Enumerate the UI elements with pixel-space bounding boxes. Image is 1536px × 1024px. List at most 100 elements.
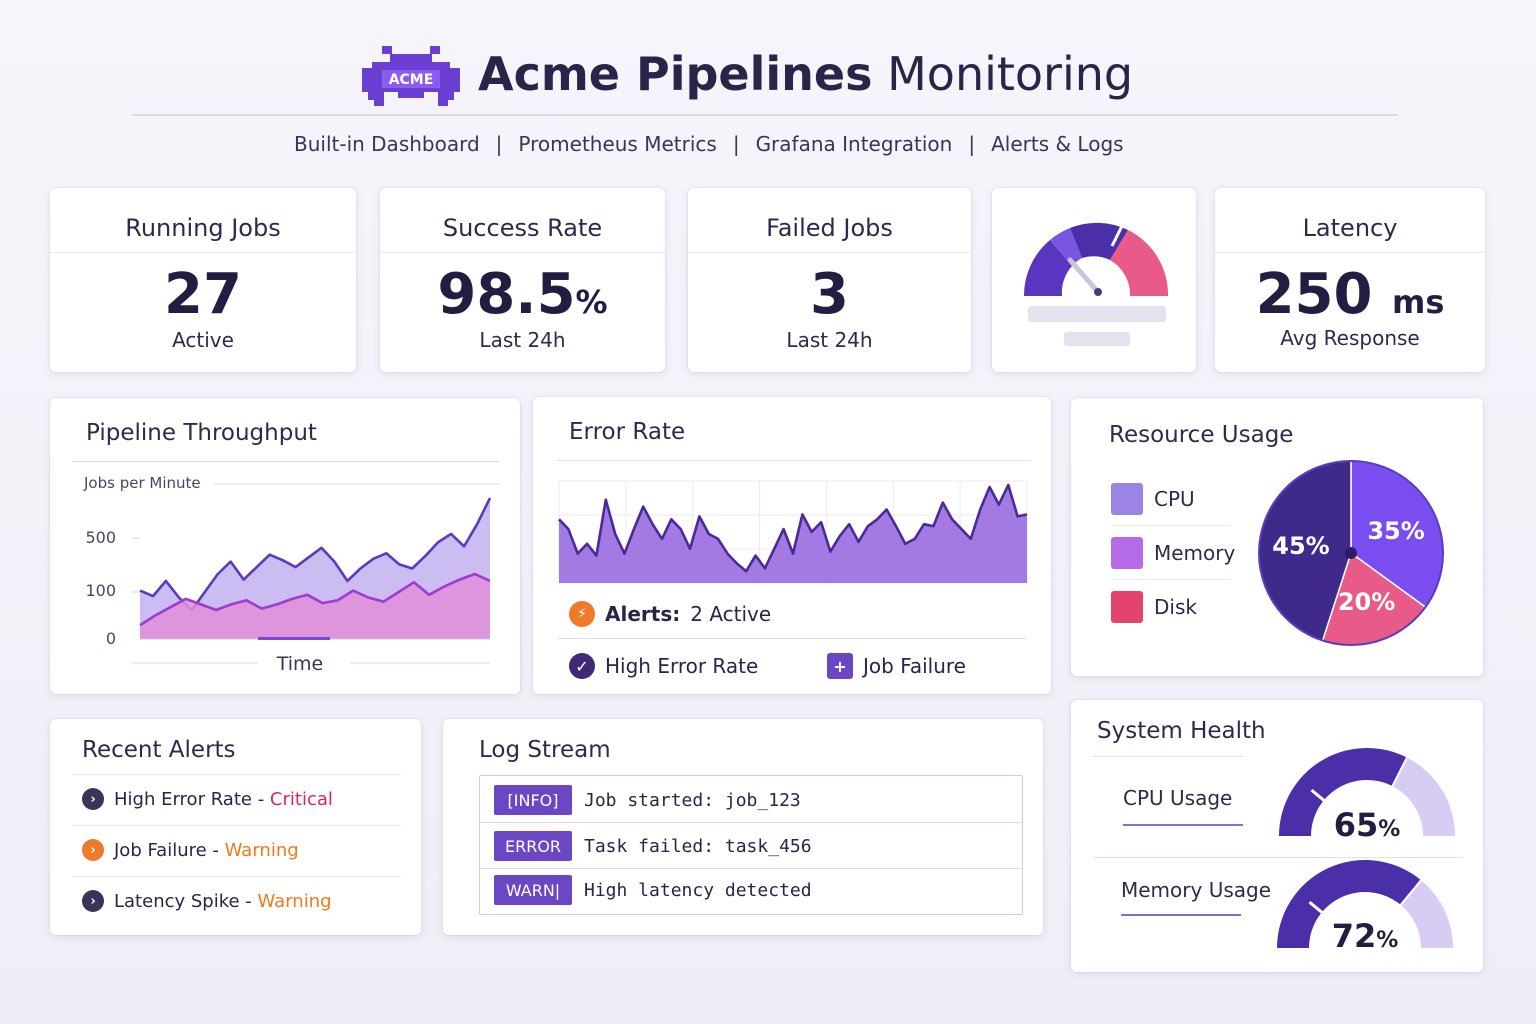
log-message: Job started: job_123: [584, 789, 801, 811]
kpi-title: Success Rate: [442, 214, 603, 242]
log-entry[interactable]: [INFO] Job started: job_123: [494, 785, 801, 815]
cpu-usage-label: CPU Usage: [1123, 786, 1233, 810]
kpi-failed-jobs: Failed Jobs 3 Last 24h: [688, 188, 971, 372]
kpi-success-rate: Success Rate 98.5% Last 24h: [380, 188, 665, 372]
recent-alert-item[interactable]: › Latency Spike - Warning: [82, 886, 332, 916]
legend-label: Disk: [1154, 595, 1197, 619]
pie-slice-label: 35%: [1367, 517, 1424, 545]
error-rate-chart: [558, 480, 1028, 584]
alert-item-high-error-rate[interactable]: ✓ High Error Rate: [569, 651, 758, 681]
recent-alert-item[interactable]: › Job Failure - Warning: [82, 835, 299, 865]
logo-text: ACME: [389, 72, 434, 88]
kpi-divider: [1215, 252, 1485, 253]
list-divider: [72, 825, 401, 826]
log-divider: [480, 868, 1022, 869]
speed-gauge-icon: [1023, 222, 1169, 346]
system-health-panel: System Health CPU Usage Memory Usage 65%…: [1071, 700, 1483, 972]
nav-separator: |: [495, 132, 503, 156]
alerts-summary: ⚡ Alerts: 2 Active: [569, 599, 771, 629]
gauge-split: [1399, 879, 1422, 906]
alert-item-label: Job Failure: [863, 654, 966, 678]
log-level-tag: [INFO]: [494, 785, 572, 815]
kpi-value: 98.5%: [380, 262, 665, 335]
throughput-chart: Jobs per Minute 500 100 0 Time: [83, 474, 500, 675]
error-series-group: [558, 483, 1028, 583]
gauge-card: [992, 188, 1196, 372]
series-line: [139, 497, 492, 612]
gauge-split: [1391, 757, 1408, 787]
nav-builtin-dashboard[interactable]: Built-in Dashboard: [294, 132, 480, 156]
log-entry[interactable]: ERROR Task failed: task_456: [494, 831, 812, 861]
kpi-number: 250: [1255, 262, 1373, 327]
recent-alerts-panel: Recent Alerts › High Error Rate - Critic…: [50, 719, 421, 935]
panel-divider: [1093, 756, 1243, 757]
health-gauges: 65% 72%: [1277, 748, 1455, 955]
top-nav: Built-in Dashboard | Prometheus Metrics …: [294, 128, 1124, 160]
throughput-series-group: [139, 497, 492, 639]
kpi-value: 27: [164, 262, 242, 327]
alerts-label: Alerts:: [605, 602, 681, 626]
x-axis-highlight: [258, 637, 330, 640]
alert-separator: -: [206, 839, 225, 861]
pie-outline: [1258, 460, 1444, 646]
resource-pie-chart: 35% 20% 45%: [1258, 460, 1444, 646]
alert-item-label: High Error Rate: [605, 654, 759, 678]
kpi-divider: [688, 252, 971, 253]
legend-swatch: [1111, 483, 1143, 515]
panel-divider: [557, 638, 1027, 639]
nav-prometheus-metrics[interactable]: Prometheus Metrics: [518, 132, 717, 156]
alerts-count: 2 Active: [690, 602, 772, 626]
log-message: Task failed: task_456: [584, 835, 812, 857]
x-axis-label: Time: [276, 653, 324, 675]
y-tick-label: 100: [85, 581, 116, 600]
log-divider: [480, 822, 1022, 823]
recent-alert-item[interactable]: › High Error Rate - Critical: [82, 784, 333, 814]
cpu-gauge-value: 65%: [1334, 806, 1401, 844]
legend-memory: Memory: [1111, 537, 1235, 569]
legend-divider: [1111, 525, 1231, 526]
log-level-tag: WARN|: [494, 875, 572, 905]
pie-slices-group: 35% 20% 45%: [1258, 460, 1444, 646]
legend-disk: Disk: [1111, 591, 1197, 623]
kpi-divider: [50, 252, 356, 253]
panel-title: Error Rate: [569, 419, 686, 445]
alert-level-warning: Warning: [257, 890, 332, 912]
pie-slice-label: 45%: [1272, 532, 1329, 560]
kpi-unit: ms: [1392, 283, 1445, 321]
error-rate-panel: Error Rate ⚡ Alerts: 2 Active ✓ High Err…: [533, 397, 1051, 694]
gauge-tick: [1308, 900, 1323, 914]
nav-grafana-integration[interactable]: Grafana Integration: [755, 132, 953, 156]
legend-swatch: [1111, 591, 1143, 623]
alert-item-job-failure[interactable]: + Job Failure: [827, 651, 966, 681]
log-level-tag: ERROR: [494, 831, 572, 861]
log-message: High latency detected: [584, 879, 812, 901]
list-divider: [72, 876, 401, 877]
kpi-running-jobs: Running Jobs 27 Active: [50, 188, 356, 372]
y-tick-label: 500: [85, 528, 116, 547]
log-stream-box[interactable]: [INFO] Job started: job_123 ERROR Task f…: [479, 775, 1023, 915]
chevron-right-icon: ›: [82, 890, 104, 912]
kpi-title: Latency: [1302, 214, 1398, 242]
series-line: [139, 572, 491, 627]
label-underline: [1123, 824, 1243, 826]
resource-usage-panel: Resource Usage CPU Memory Disk 35% 20% 45%: [1071, 398, 1483, 676]
throughput-panel: Pipeline Throughput Jobs per Minute 500 …: [50, 398, 520, 694]
kpi-subtitle: Active: [172, 328, 234, 352]
y-axis-label: Jobs per Minute: [83, 474, 201, 492]
alert-pulse-icon: ⚡: [569, 601, 595, 627]
series-line: [558, 483, 1028, 573]
app-title: Acme Pipelines Monitoring: [478, 44, 1133, 104]
check-circle-icon: ✓: [569, 653, 595, 679]
kpi-title: Running Jobs: [125, 214, 281, 242]
nav-alerts-logs[interactable]: Alerts & Logs: [991, 132, 1124, 156]
log-entry[interactable]: WARN| High latency detected: [494, 875, 812, 905]
gauge-fill: [1279, 748, 1407, 836]
panel-title: Resource Usage: [1109, 422, 1294, 448]
kpi-title: Failed Jobs: [766, 214, 893, 242]
pie-slice-label: 20%: [1338, 588, 1395, 616]
panel-title: Pipeline Throughput: [86, 420, 317, 446]
legend-cpu: CPU: [1111, 483, 1195, 515]
panel-divider: [72, 774, 401, 775]
gauge-fill: [1277, 860, 1422, 948]
plus-square-icon: +: [827, 653, 853, 679]
